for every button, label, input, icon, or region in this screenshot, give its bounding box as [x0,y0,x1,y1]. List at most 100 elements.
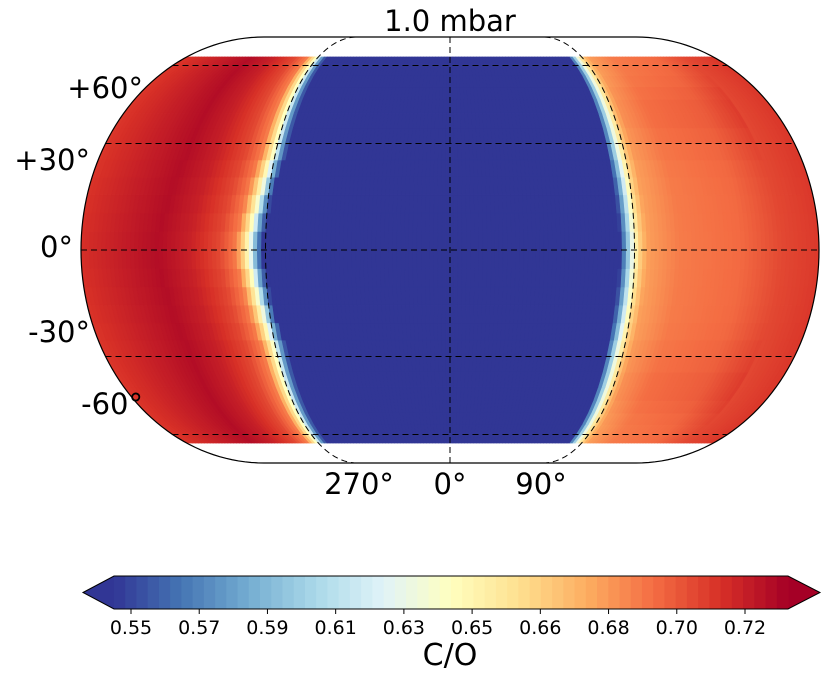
field-cell [469,194,475,214]
field-cell [510,268,516,288]
field-cell [417,304,423,324]
colorbar-segment [282,576,295,609]
field-cell [211,249,218,269]
field-cell [421,304,427,324]
colorbar-segment [372,576,385,609]
field-cell [433,249,439,269]
field-cell [588,249,594,269]
field-cell [449,143,455,161]
field-cell [446,412,451,425]
colorbar-segment [428,576,441,609]
field-cell [466,249,471,269]
colorbar-segment [417,576,430,609]
field-cell [514,212,520,232]
field-cell [330,249,336,269]
field-cell [437,268,443,288]
field-cell [473,194,479,214]
field-cell [404,212,410,232]
field-cell [347,249,353,269]
colorbar-segment [203,576,216,609]
field-cell [421,212,426,232]
field-cell [384,231,389,251]
colorbar-tick-label: 0.66 [519,617,561,639]
field-cell [334,249,340,269]
field-cell [658,249,664,269]
colorbar-segment [630,576,643,609]
field-cell [306,231,312,251]
field-cell [388,249,394,269]
field-cell [445,286,451,306]
field-cell [560,231,566,251]
field-cell [482,249,488,269]
field-cell [322,231,328,251]
field-cell [498,249,504,269]
field-cell [408,268,414,288]
field-cell [211,231,218,251]
field-cell [417,176,423,196]
field-cell [453,231,459,251]
field-cell [220,249,226,269]
c-o-field [81,56,819,444]
field-cell [326,249,332,269]
field-cell [490,268,496,288]
field-cell [494,249,500,269]
field-cell [441,143,447,161]
field-cell [396,212,402,232]
colorbar-segment [754,576,767,609]
field-cell [285,249,291,269]
field-cell [465,304,471,324]
field-cell [380,212,386,232]
field-cell [207,231,213,251]
field-cell [531,231,537,251]
field-cell [543,249,549,269]
field-cell [425,212,430,232]
field-cell [421,286,427,306]
colorbar-segment [597,576,609,609]
field-cell [515,249,521,269]
colorbar-segment [125,576,138,609]
field-cell [236,231,242,251]
field-cell [396,268,402,288]
field-cell [388,212,394,232]
field-cell [613,231,619,251]
field-cell [609,231,615,251]
field-cell [457,304,463,324]
field-cell [449,286,455,306]
field-cell [232,249,238,269]
field-cell [477,194,483,214]
field-cell [470,231,475,251]
field-cell [482,212,488,232]
field-cell [413,194,419,214]
field-cell [400,194,406,214]
field-cell [494,212,500,232]
field-cell [597,249,603,269]
field-cell [441,212,447,232]
field-cell [498,268,504,288]
field-cell [310,249,316,269]
field-cell [568,249,574,269]
colorbar-tick-label: 0.70 [656,617,698,639]
field-cell [564,231,570,251]
colorbar-segment [507,576,519,609]
field-cell [658,231,664,251]
colorbar-segment [327,576,340,609]
field-cell [449,400,454,414]
field-cell [449,371,455,388]
field-cell [438,127,443,144]
field-cell [588,231,594,251]
field-cell [429,159,435,178]
field-cell [453,249,459,269]
field-cell [445,249,451,269]
field-cell [461,304,467,324]
field-cell [457,339,463,357]
colorbar-segment [619,576,632,609]
field-cell [461,322,467,341]
field-cell [425,304,431,324]
field-cell [535,249,541,269]
field-cell [453,268,459,288]
field-cell [478,268,484,288]
field-cell [420,249,426,269]
field-cell [437,231,443,251]
field-cell [417,194,423,214]
field-cell [434,371,440,388]
